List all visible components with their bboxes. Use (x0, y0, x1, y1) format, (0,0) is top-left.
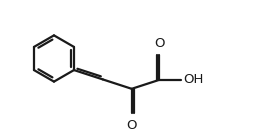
Text: OH: OH (183, 73, 204, 86)
Text: O: O (154, 37, 164, 50)
Text: O: O (126, 119, 137, 132)
